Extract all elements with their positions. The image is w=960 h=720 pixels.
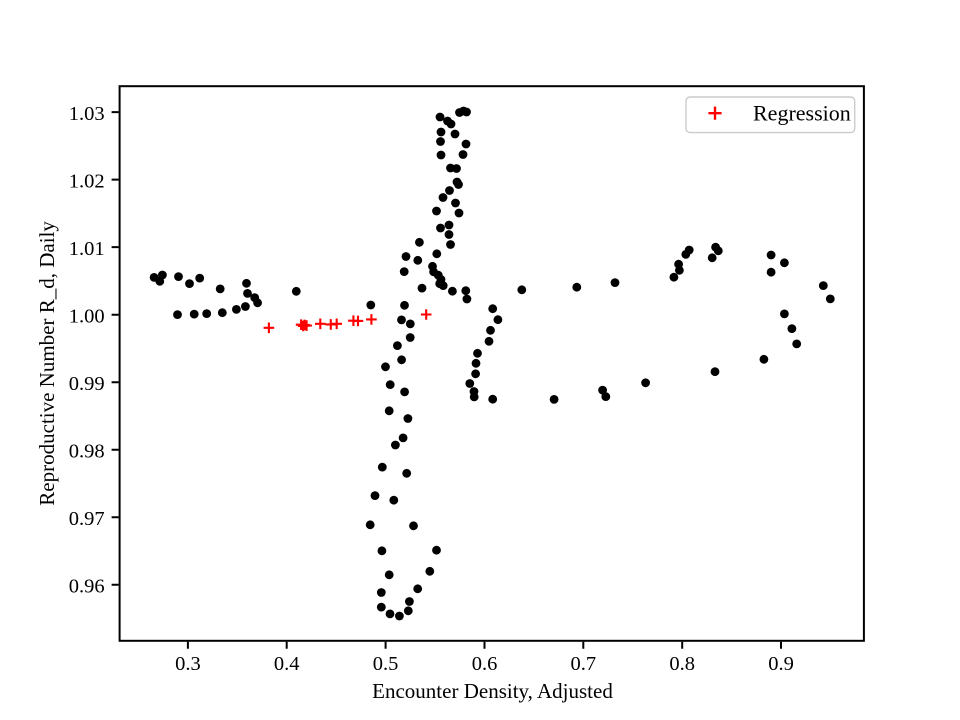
svg-text:0.3: 0.3 — [175, 653, 201, 675]
svg-text:0.4: 0.4 — [274, 653, 300, 675]
svg-text:1.00: 1.00 — [69, 306, 105, 328]
svg-text:0.7: 0.7 — [570, 653, 596, 675]
svg-text:0.98: 0.98 — [69, 441, 105, 463]
svg-text:0.96: 0.96 — [69, 576, 105, 598]
svg-text:0.6: 0.6 — [472, 653, 498, 675]
svg-text:1.03: 1.03 — [69, 103, 105, 125]
svg-text:Encounter Density, Adjusted: Encounter Density, Adjusted — [372, 679, 613, 703]
svg-text:1.01: 1.01 — [69, 238, 105, 260]
svg-text:0.99: 0.99 — [69, 373, 105, 395]
svg-text:0.8: 0.8 — [669, 653, 695, 675]
svg-text:0.9: 0.9 — [768, 653, 794, 675]
svg-text:Reproductive Number R_d, Daily: Reproductive Number R_d, Daily — [35, 221, 59, 506]
svg-text:0.97: 0.97 — [69, 508, 105, 530]
svg-text:1.02: 1.02 — [69, 171, 105, 193]
svg-text:0.5: 0.5 — [373, 653, 399, 675]
svg-text:Regression: Regression — [753, 100, 851, 125]
